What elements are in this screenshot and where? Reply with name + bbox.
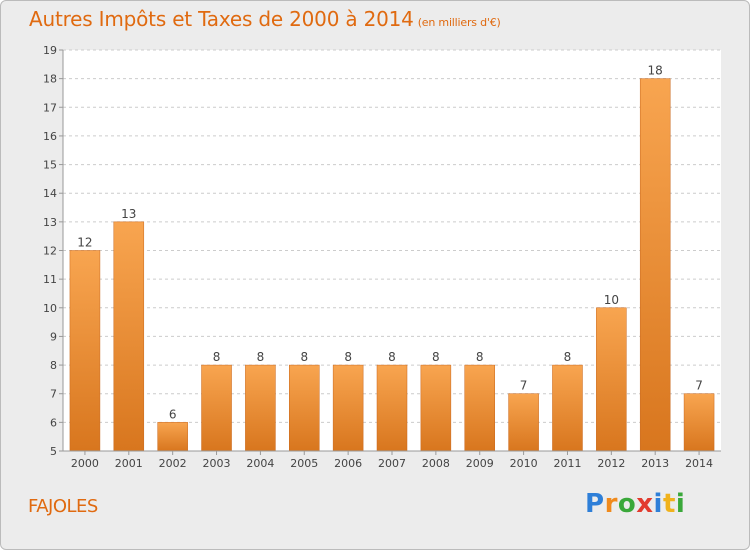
x-tick-label: 2006 — [334, 457, 362, 470]
y-tick-label: 11 — [43, 273, 57, 286]
y-tick-label: 19 — [43, 44, 57, 57]
bar-2005 — [289, 365, 319, 451]
bar-2001 — [114, 222, 144, 451]
y-axis-ticks: 5 6 7 8 9 10 11 12 13 14 15 16 17 18 19 — [43, 44, 63, 458]
bar-2000 — [70, 251, 100, 452]
logo-letter: r — [605, 489, 618, 519]
y-tick-label: 14 — [43, 187, 57, 200]
y-tick-label: 12 — [43, 245, 57, 258]
bar-value-label: 8 — [213, 350, 221, 364]
y-tick-label: 8 — [50, 359, 57, 372]
proxiti-logo: Proxiti — [585, 489, 685, 519]
bar-2013 — [640, 79, 670, 451]
y-tick-label: 7 — [50, 388, 57, 401]
x-tick-label: 2009 — [466, 457, 494, 470]
bar-value-label: 8 — [300, 350, 308, 364]
bar-2012 — [596, 308, 626, 451]
x-tick-label: 2005 — [290, 457, 318, 470]
x-tick-label: 2000 — [71, 457, 99, 470]
logo-letter: i — [654, 489, 663, 519]
x-tick-label: 2007 — [378, 457, 406, 470]
place-name: FAJOLES — [28, 496, 98, 517]
x-axis-ticks: 2000 2001 2002 2003 2004 2005 2006 2007 2008 2009… — [71, 451, 713, 470]
bar-value-label: 8 — [476, 350, 484, 364]
x-tick-label: 2008 — [422, 457, 450, 470]
y-tick-label: 10 — [43, 302, 57, 315]
bar-value-label: 8 — [564, 350, 572, 364]
bar-2003 — [202, 365, 232, 451]
y-tick-label: 5 — [50, 445, 57, 458]
logo-letter: o — [618, 489, 636, 519]
bar-value-label: 18 — [648, 64, 663, 78]
bar-2010 — [509, 394, 539, 451]
bar-value-label: 13 — [121, 207, 136, 221]
logo-letter: t — [663, 489, 676, 519]
logo-letter: P — [585, 489, 605, 519]
x-tick-label: 2002 — [159, 457, 187, 470]
bar-value-label: 7 — [520, 379, 528, 393]
x-tick-label: 2012 — [597, 457, 625, 470]
y-tick-label: 6 — [50, 416, 57, 429]
bar-2008 — [421, 365, 451, 451]
bar-2014 — [684, 394, 714, 451]
bar-2004 — [245, 365, 275, 451]
bar-value-label: 10 — [604, 293, 619, 307]
y-tick-label: 16 — [43, 130, 57, 143]
bar-value-label: 7 — [695, 379, 703, 393]
y-tick-label: 9 — [50, 330, 57, 343]
bar-2002 — [158, 422, 188, 451]
logo-letter: x — [636, 489, 653, 519]
bar-value-label: 8 — [344, 350, 352, 364]
bar-value-label: 8 — [257, 350, 265, 364]
x-tick-label: 2001 — [115, 457, 143, 470]
y-tick-label: 18 — [43, 73, 57, 86]
bar-value-label: 6 — [169, 407, 177, 421]
bar-2009 — [465, 365, 495, 451]
bar-2007 — [377, 365, 407, 451]
y-tick-label: 15 — [43, 159, 57, 172]
x-tick-label: 2003 — [203, 457, 231, 470]
bar-value-label: 12 — [77, 236, 92, 250]
logo-letter: i — [676, 489, 685, 519]
bar-2006 — [333, 365, 363, 451]
y-tick-label: 13 — [43, 216, 57, 229]
x-tick-label: 2004 — [246, 457, 274, 470]
x-tick-label: 2014 — [685, 457, 713, 470]
x-tick-label: 2010 — [510, 457, 538, 470]
x-tick-label: 2013 — [641, 457, 669, 470]
bar-2011 — [552, 365, 582, 451]
bar-value-label: 8 — [388, 350, 396, 364]
bar-value-label: 8 — [432, 350, 440, 364]
y-tick-label: 17 — [43, 101, 57, 114]
x-tick-label: 2011 — [553, 457, 581, 470]
